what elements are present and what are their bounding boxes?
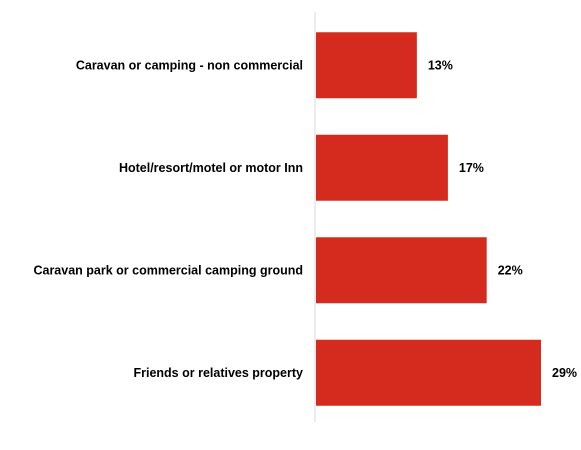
category-labels-group: Caravan or camping - non commercial Hotel… <box>33 58 303 380</box>
value-label: 17% <box>459 161 484 175</box>
category-label: Caravan park or commercial camping groun… <box>33 263 303 277</box>
category-label: Hotel/resort/motel or motor Inn <box>119 161 303 175</box>
bar <box>316 134 448 201</box>
bar <box>316 237 487 304</box>
value-label: 13% <box>428 58 453 72</box>
bars-group <box>316 32 541 406</box>
value-labels-group: 13% 17% 22% 29% <box>428 58 577 380</box>
value-label: 29% <box>552 366 577 380</box>
bar <box>316 32 417 99</box>
value-label: 22% <box>498 263 523 277</box>
category-label: Caravan or camping - non commercial <box>76 58 303 72</box>
category-label: Friends or relatives property <box>133 366 303 380</box>
bar <box>316 339 541 406</box>
